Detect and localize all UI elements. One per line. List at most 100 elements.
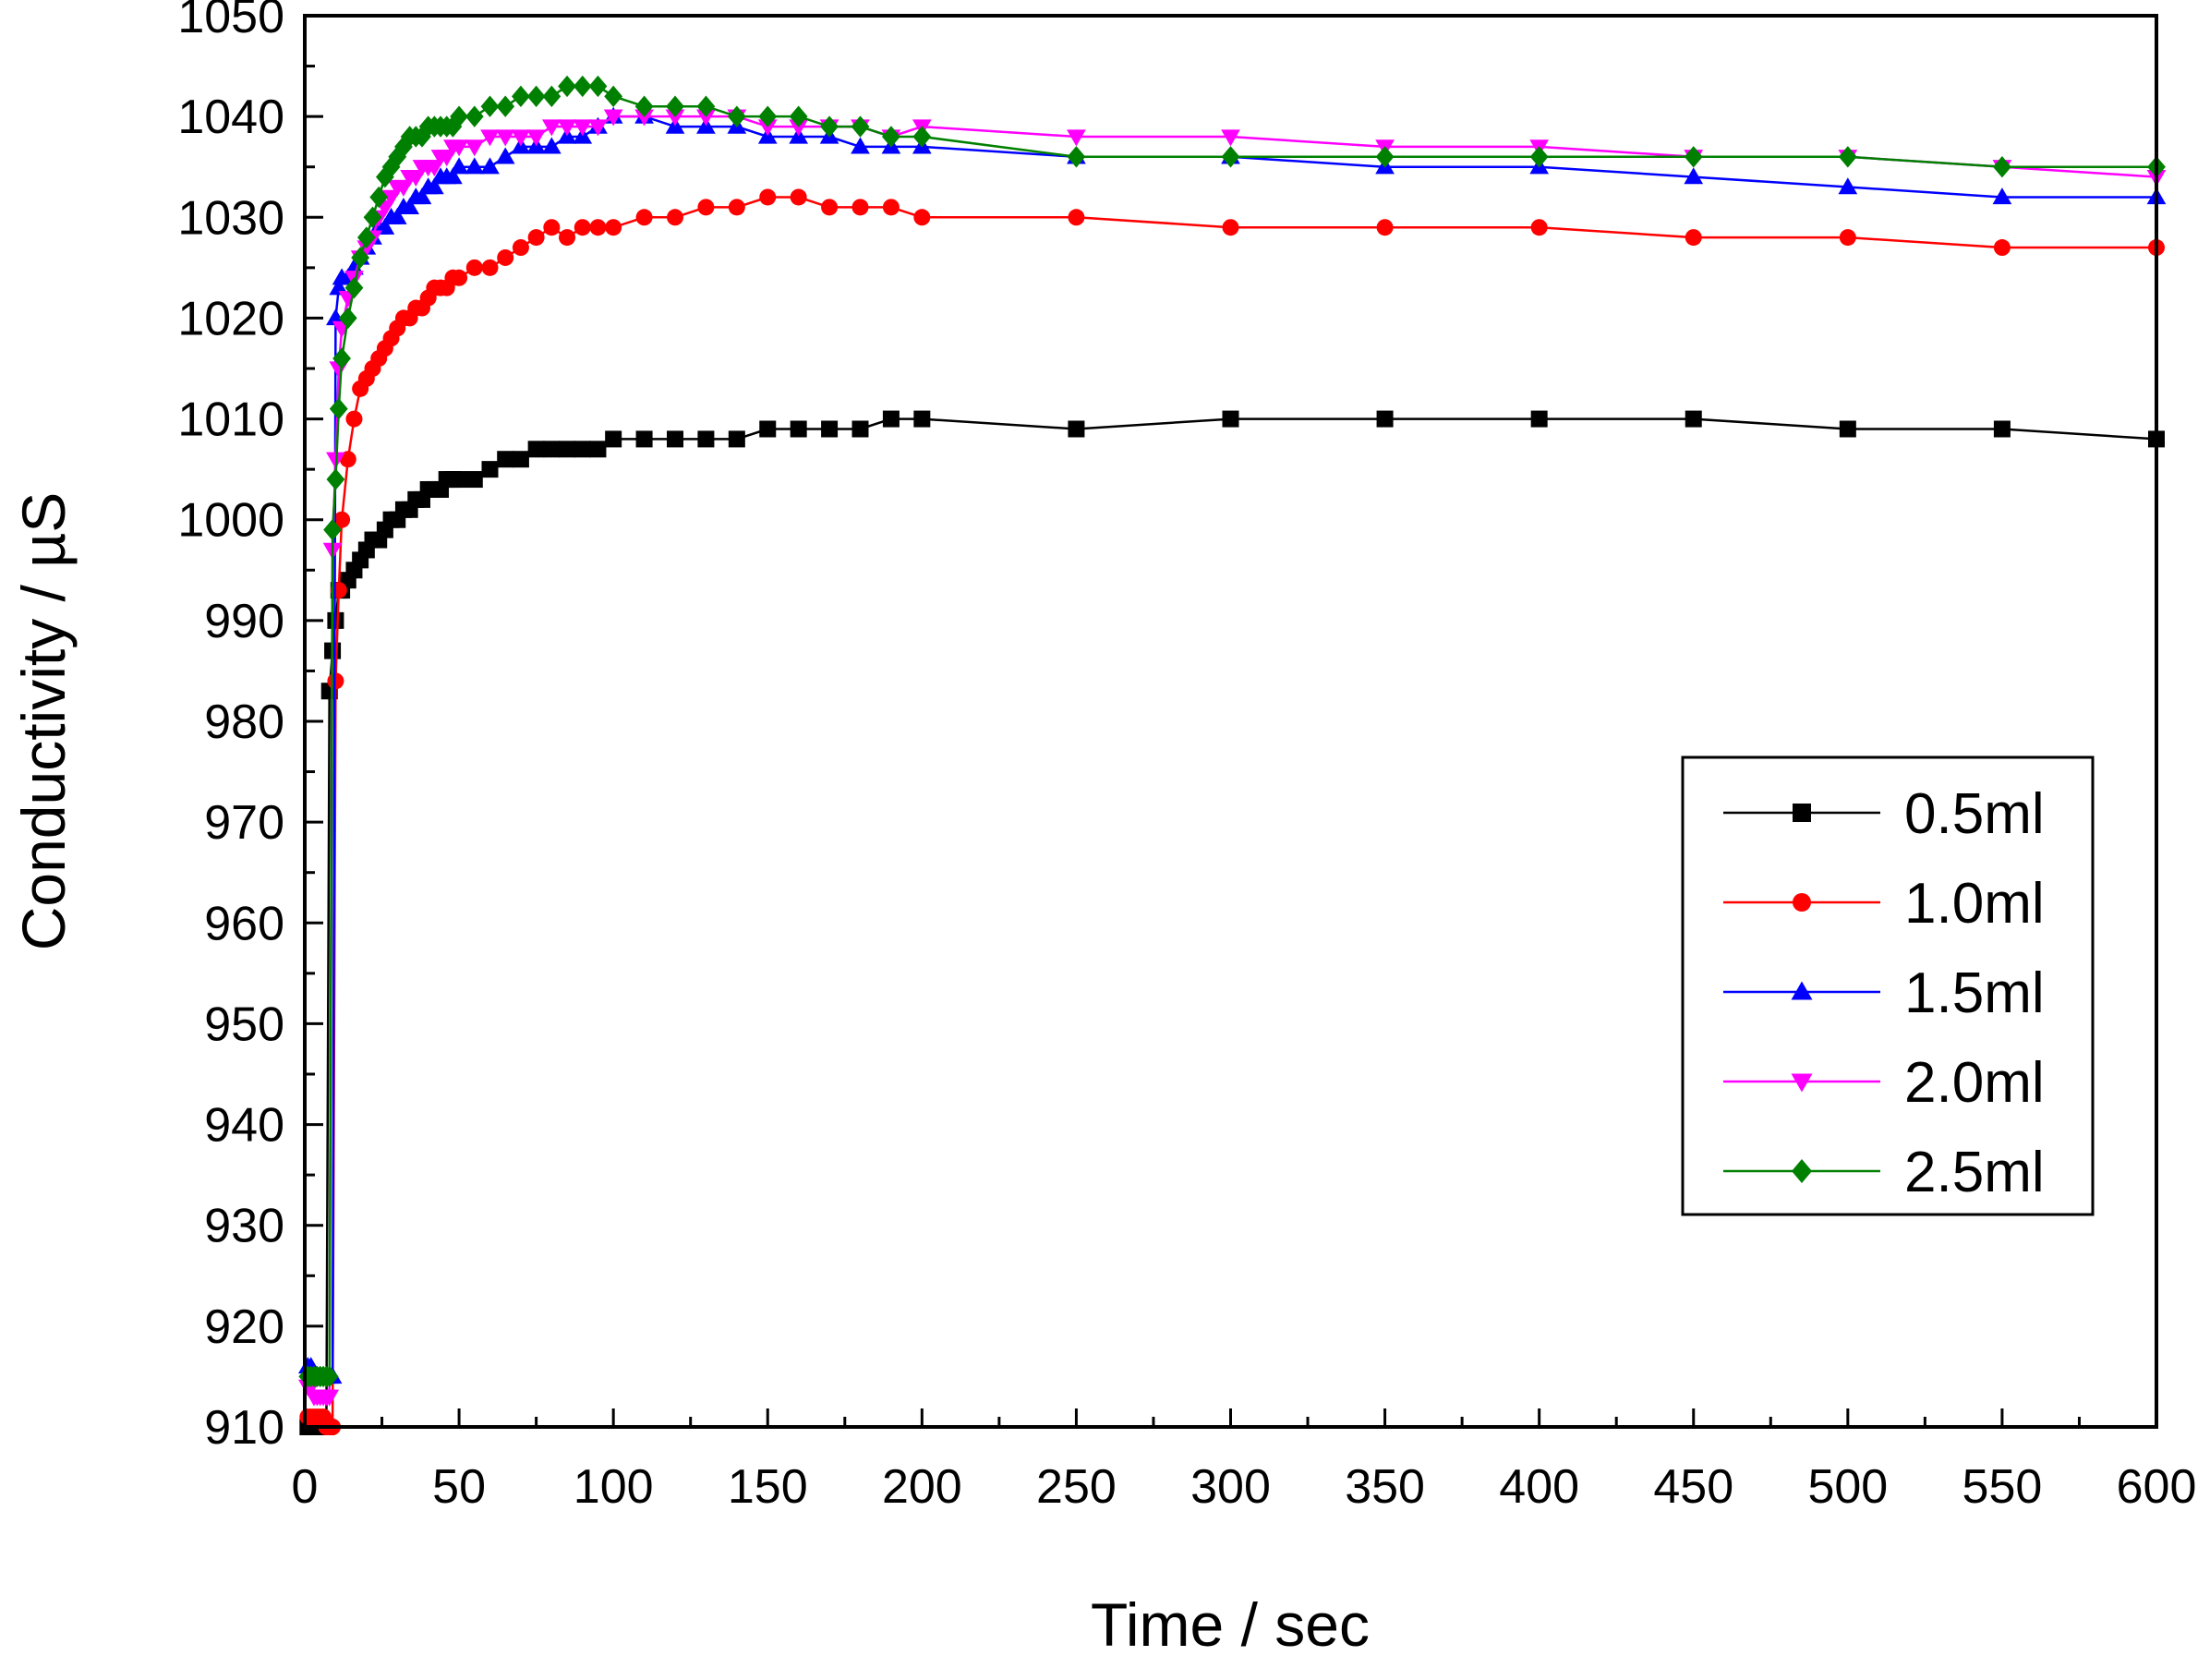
legend-entry: 2.5ml bbox=[1723, 1141, 2045, 1204]
data-point bbox=[605, 219, 622, 236]
data-point bbox=[425, 160, 444, 177]
data-point bbox=[666, 95, 684, 117]
data-point bbox=[1222, 219, 1239, 236]
series-layer bbox=[297, 75, 2167, 1435]
y-tick-label: 930 bbox=[204, 1200, 284, 1253]
data-point bbox=[635, 430, 653, 448]
data-point bbox=[387, 207, 407, 224]
data-point bbox=[1375, 146, 1395, 168]
y-axis-title: Conductivity / µS bbox=[9, 492, 78, 951]
data-point bbox=[388, 146, 407, 168]
data-point bbox=[496, 95, 515, 117]
data-point bbox=[543, 441, 561, 458]
data-point bbox=[759, 420, 777, 438]
x-tick-label: 150 bbox=[728, 1460, 808, 1514]
data-point bbox=[339, 451, 356, 468]
data-point bbox=[329, 397, 348, 420]
data-point bbox=[541, 119, 562, 137]
data-point bbox=[882, 410, 900, 428]
data-point bbox=[332, 347, 351, 369]
data-point bbox=[1839, 420, 1856, 438]
x-tick-label: 0 bbox=[292, 1460, 319, 1514]
data-point bbox=[413, 126, 431, 148]
data-point bbox=[1838, 177, 1858, 195]
data-point bbox=[527, 441, 545, 458]
data-point bbox=[1529, 146, 1549, 168]
data-point bbox=[497, 248, 514, 266]
data-point bbox=[1067, 146, 1086, 168]
data-point bbox=[405, 169, 426, 187]
data-point bbox=[696, 95, 716, 117]
y-tick-label: 950 bbox=[204, 997, 284, 1051]
data-point bbox=[573, 75, 592, 98]
x-tick-label: 100 bbox=[574, 1460, 654, 1514]
data-point bbox=[558, 75, 576, 98]
data-point bbox=[667, 209, 683, 226]
x-tick-label: 300 bbox=[1190, 1460, 1271, 1514]
data-point bbox=[1993, 239, 2011, 257]
data-point bbox=[588, 75, 608, 98]
data-point bbox=[728, 430, 745, 448]
data-point bbox=[821, 199, 839, 216]
x-tick-label: 250 bbox=[1036, 1460, 1117, 1514]
data-point bbox=[667, 430, 683, 448]
x-tick-label: 50 bbox=[432, 1460, 486, 1514]
y-tick-label: 1040 bbox=[177, 91, 284, 144]
data-point bbox=[437, 150, 457, 167]
data-point bbox=[356, 226, 376, 248]
data-point bbox=[329, 278, 349, 296]
data-point bbox=[480, 95, 500, 117]
x-tick-label: 400 bbox=[1499, 1460, 1579, 1514]
data-point bbox=[696, 109, 716, 127]
data-point bbox=[320, 1389, 340, 1407]
data-point bbox=[851, 137, 870, 154]
legend-label: 0.5ml bbox=[1904, 782, 2045, 846]
data-point bbox=[913, 410, 931, 428]
legend-marker bbox=[1791, 1073, 1813, 1093]
data-point bbox=[344, 258, 364, 275]
data-point bbox=[757, 119, 778, 137]
data-point bbox=[495, 129, 515, 147]
data-point bbox=[451, 471, 468, 489]
data-point bbox=[913, 209, 931, 226]
data-point bbox=[375, 217, 395, 235]
legend-label: 2.5ml bbox=[1904, 1141, 2045, 1204]
data-point bbox=[759, 188, 777, 206]
data-point bbox=[497, 451, 514, 468]
data-point bbox=[1685, 229, 1702, 247]
y-tick-label: 1000 bbox=[177, 494, 284, 548]
data-point bbox=[559, 229, 576, 247]
data-point bbox=[465, 157, 485, 175]
data-point bbox=[1684, 167, 1704, 185]
data-point bbox=[369, 186, 389, 209]
legend: 0.5ml 1.0ml 1.5ml 2.0ml 2.5ml bbox=[1681, 755, 2095, 1216]
data-point bbox=[356, 240, 377, 258]
y-tick-label: 1050 bbox=[177, 0, 284, 43]
x-tick-label: 350 bbox=[1345, 1460, 1425, 1514]
data-point bbox=[1068, 420, 1085, 438]
data-point bbox=[450, 105, 468, 127]
data-point bbox=[323, 518, 342, 541]
data-point bbox=[345, 410, 363, 428]
data-point bbox=[1992, 187, 2012, 205]
legend-marker bbox=[1793, 893, 1811, 912]
legend-label: 1.0ml bbox=[1904, 872, 2045, 936]
data-point bbox=[557, 119, 577, 137]
data-point bbox=[1993, 156, 2011, 178]
data-point bbox=[1839, 229, 1856, 247]
data-point bbox=[465, 139, 485, 157]
data-point bbox=[882, 199, 900, 216]
data-point bbox=[512, 239, 529, 257]
data-point bbox=[1376, 219, 1394, 236]
data-point bbox=[758, 105, 778, 127]
data-point bbox=[574, 441, 591, 458]
data-point bbox=[443, 167, 463, 185]
data-point bbox=[512, 85, 530, 108]
data-point bbox=[481, 259, 499, 276]
data-point bbox=[320, 1365, 339, 1388]
data-point bbox=[449, 157, 469, 175]
data-point bbox=[412, 187, 432, 205]
data-point bbox=[351, 247, 370, 269]
data-point bbox=[526, 85, 546, 108]
legend-entry: 1.0ml bbox=[1723, 872, 2045, 936]
